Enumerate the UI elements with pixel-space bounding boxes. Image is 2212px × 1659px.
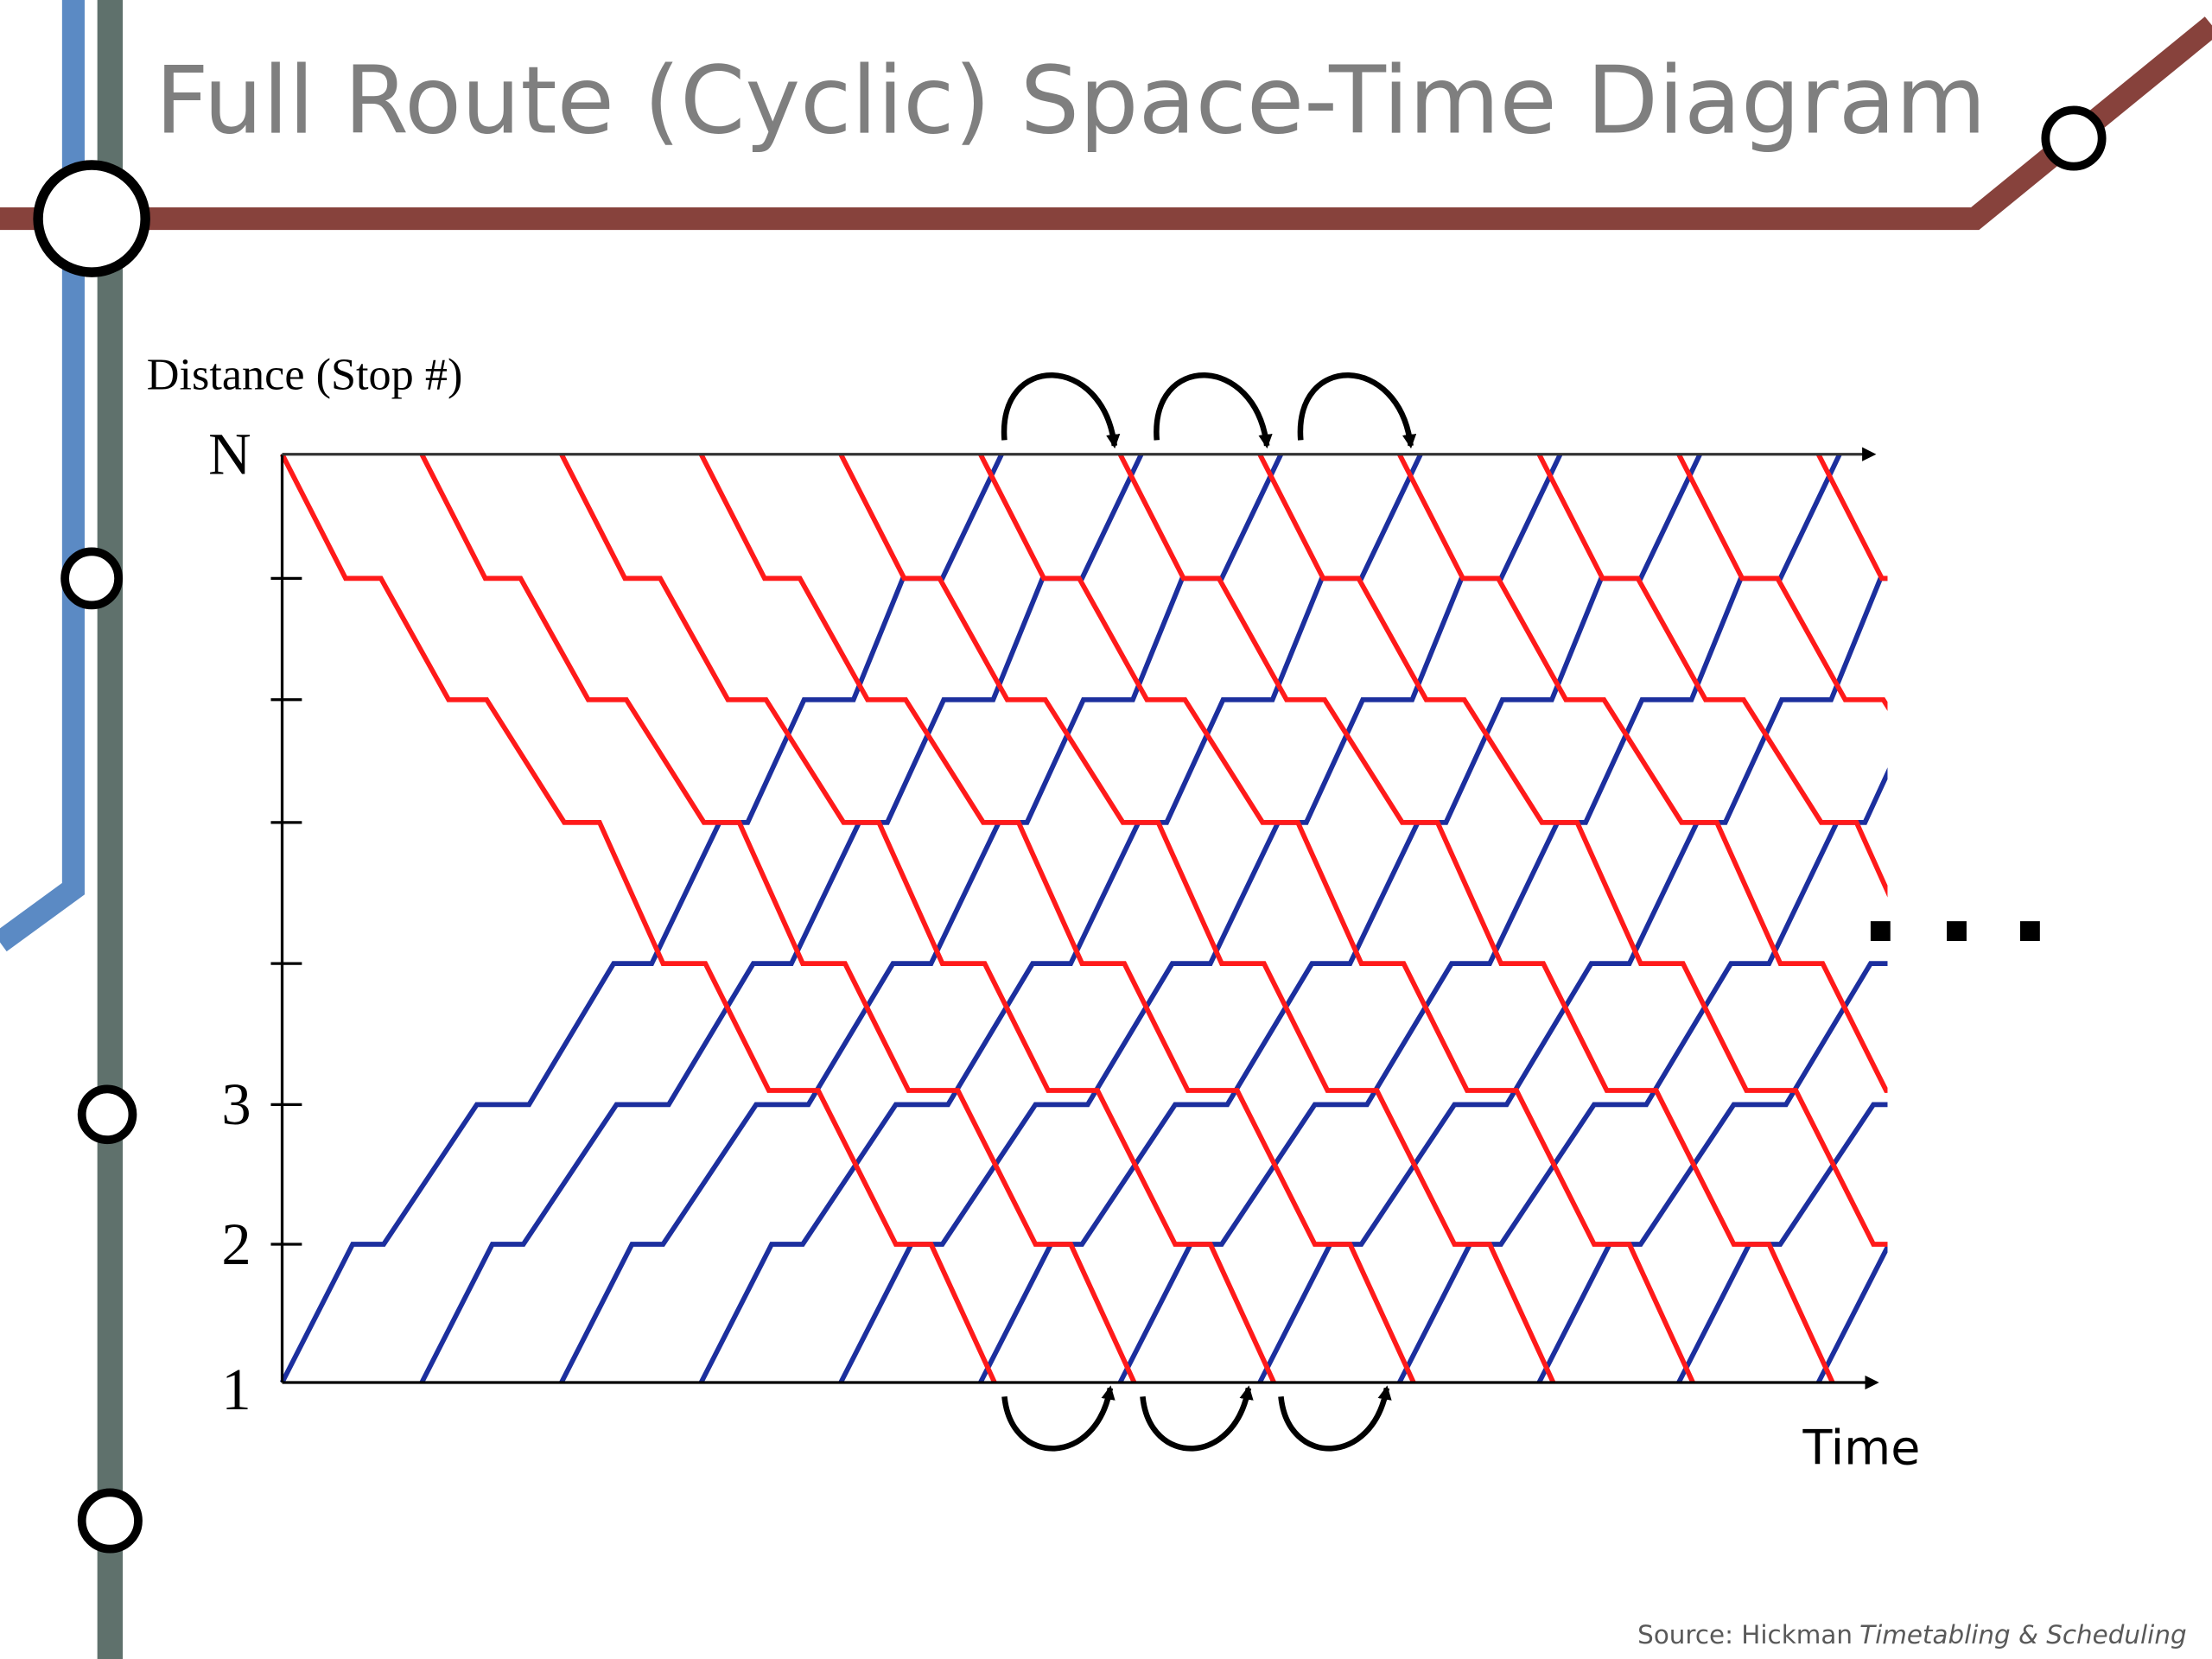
blue-trip	[559, 453, 1284, 1384]
y-tick-label: 3	[221, 1071, 251, 1137]
blue-trip	[419, 453, 1144, 1384]
red-trip	[1117, 453, 1835, 1384]
turnaround-arrows	[1001, 372, 1417, 1452]
blue-trip	[978, 453, 1702, 1384]
red-trip	[419, 453, 1137, 1384]
y-ticks: N 3 2 1	[208, 422, 302, 1422]
red-trip	[838, 453, 1556, 1384]
ellipsis	[1870, 921, 2040, 941]
source: Source: Hickman	[1637, 1620, 1853, 1649]
bottom-arrow	[1001, 1385, 1116, 1452]
space-time-diagram: N 3 2 1 Distance (Stop #) Time	[147, 350, 2040, 1477]
blue-trip	[1117, 453, 1842, 1384]
blue-trip	[1536, 961, 1888, 1384]
y-axis-label: Distance (Stop #)	[147, 350, 463, 400]
red-trip	[1397, 453, 1888, 1093]
y-tick-label: 2	[221, 1211, 251, 1277]
red-trip	[698, 453, 1416, 1384]
blue-trip	[1676, 1102, 1888, 1384]
top-arrow	[1297, 372, 1417, 449]
y-tick-label: N	[208, 422, 251, 487]
blue-trip	[1397, 767, 1888, 1384]
bottom-arrow	[1140, 1385, 1254, 1452]
blue-trip	[698, 453, 1423, 1384]
red-trip	[978, 453, 1695, 1384]
blue-trip	[279, 453, 1004, 1384]
red-trip	[1257, 453, 1888, 1247]
y-tick-label: 1	[221, 1357, 251, 1422]
blue-trip	[1257, 575, 1888, 1384]
red-trip	[559, 453, 1276, 1384]
red-trip	[1536, 453, 1888, 898]
source-note: Source: Hickman Timetabling & Scheduling	[1637, 1620, 2186, 1649]
bottom-arrow	[1278, 1385, 1392, 1452]
top-arrow	[1001, 372, 1121, 449]
top-arrow	[1154, 372, 1273, 449]
x-axis-label: Time	[1802, 1421, 1921, 1477]
red-trip	[1676, 453, 1888, 711]
trip-lines	[279, 453, 1888, 1384]
source-work: Timetabling & Scheduling	[1859, 1620, 2186, 1649]
blue-trip	[838, 453, 1563, 1384]
slide-title: Full Route (Cyclic) Space-Time Diagram	[156, 47, 1986, 155]
red-trip	[279, 453, 997, 1384]
